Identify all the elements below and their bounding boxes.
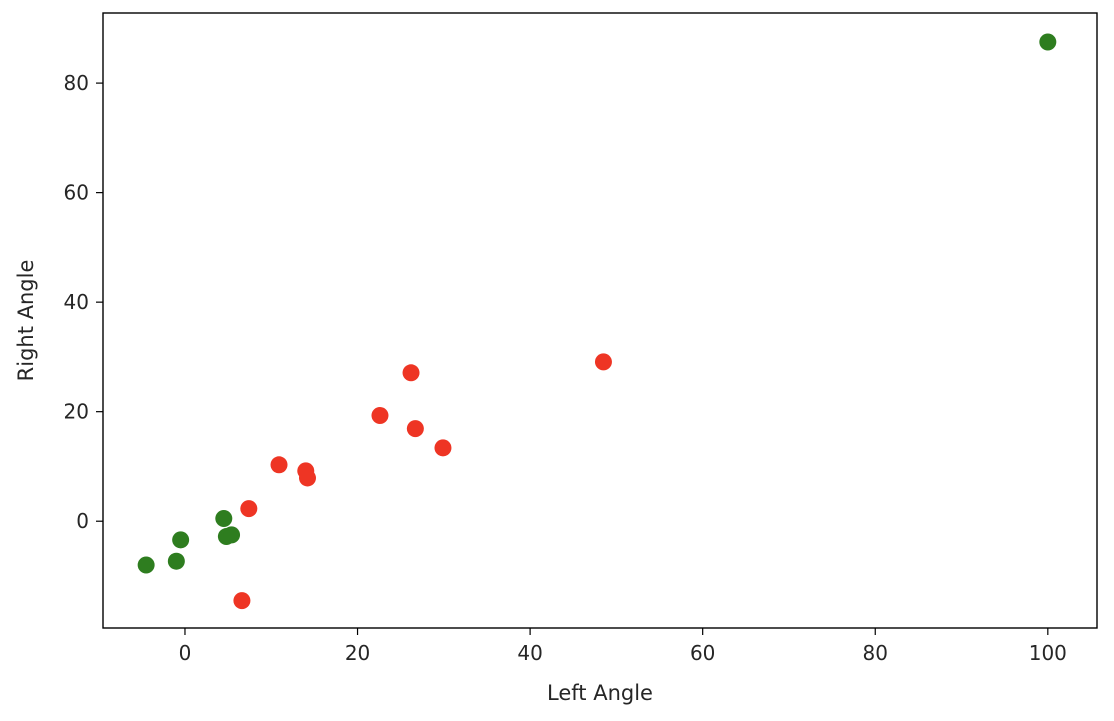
scatter-point bbox=[1039, 33, 1057, 51]
plot-frame bbox=[102, 12, 1098, 629]
scatter-point bbox=[172, 531, 190, 549]
scatter-point bbox=[298, 469, 316, 487]
scatter-point bbox=[233, 592, 251, 610]
chart-marks bbox=[137, 33, 1057, 610]
x-tick-label: 100 bbox=[1029, 641, 1067, 665]
x-tick-label: 0 bbox=[179, 641, 192, 665]
scatter-point bbox=[406, 420, 424, 438]
x-tick-label: 60 bbox=[690, 641, 715, 665]
scatter-point bbox=[270, 456, 288, 474]
x-tick-label: 40 bbox=[517, 641, 542, 665]
scatter-point bbox=[594, 353, 612, 371]
scatter-point bbox=[137, 556, 155, 574]
scatter-point bbox=[371, 407, 389, 425]
x-axis-label: Left Angle bbox=[547, 681, 653, 705]
chart-axes: 0 20 40 60 80 100 0 20 40 60 80 bbox=[64, 71, 1067, 665]
y-tick-label: 20 bbox=[64, 400, 89, 424]
scatter-point bbox=[240, 500, 258, 518]
y-axis-label: Right Angle bbox=[14, 260, 38, 382]
y-tick-label: 0 bbox=[76, 509, 89, 533]
x-tick-label: 20 bbox=[345, 641, 370, 665]
scatter-point bbox=[402, 364, 420, 382]
scatter-point bbox=[215, 509, 233, 527]
scatter-point bbox=[223, 526, 241, 544]
y-tick-label: 60 bbox=[64, 181, 89, 205]
x-tick-label: 80 bbox=[863, 641, 888, 665]
scatter-point bbox=[434, 439, 452, 457]
scatter-point bbox=[167, 552, 185, 570]
y-tick-label: 80 bbox=[64, 71, 89, 95]
y-tick-label: 40 bbox=[64, 290, 89, 314]
